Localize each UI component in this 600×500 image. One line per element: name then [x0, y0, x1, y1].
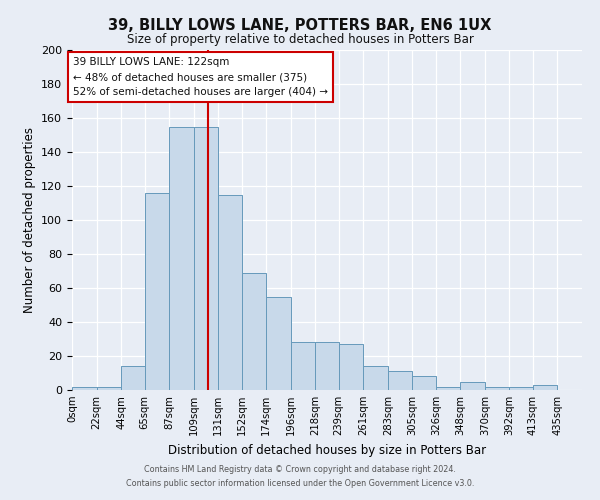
- Bar: [169, 126, 194, 390]
- Bar: [291, 342, 315, 390]
- Bar: [460, 382, 485, 390]
- Bar: [388, 372, 412, 390]
- X-axis label: Distribution of detached houses by size in Potters Bar: Distribution of detached houses by size …: [168, 444, 486, 456]
- Text: Contains HM Land Registry data © Crown copyright and database right 2024.
Contai: Contains HM Land Registry data © Crown c…: [126, 466, 474, 487]
- Text: 39, BILLY LOWS LANE, POTTERS BAR, EN6 1UX: 39, BILLY LOWS LANE, POTTERS BAR, EN6 1U…: [109, 18, 491, 32]
- Bar: [72, 386, 97, 390]
- Bar: [363, 366, 388, 390]
- Text: Size of property relative to detached houses in Potters Bar: Size of property relative to detached ho…: [127, 32, 473, 46]
- Bar: [412, 376, 436, 390]
- Bar: [242, 272, 266, 390]
- Bar: [121, 366, 145, 390]
- Y-axis label: Number of detached properties: Number of detached properties: [23, 127, 35, 313]
- Bar: [266, 296, 291, 390]
- Bar: [218, 194, 242, 390]
- Bar: [339, 344, 363, 390]
- Bar: [194, 126, 218, 390]
- Bar: [533, 385, 557, 390]
- Bar: [97, 386, 121, 390]
- Bar: [436, 386, 460, 390]
- Bar: [145, 193, 169, 390]
- Bar: [485, 386, 509, 390]
- Bar: [315, 342, 339, 390]
- Text: 39 BILLY LOWS LANE: 122sqm
← 48% of detached houses are smaller (375)
52% of sem: 39 BILLY LOWS LANE: 122sqm ← 48% of deta…: [73, 57, 328, 97]
- Bar: [509, 386, 533, 390]
